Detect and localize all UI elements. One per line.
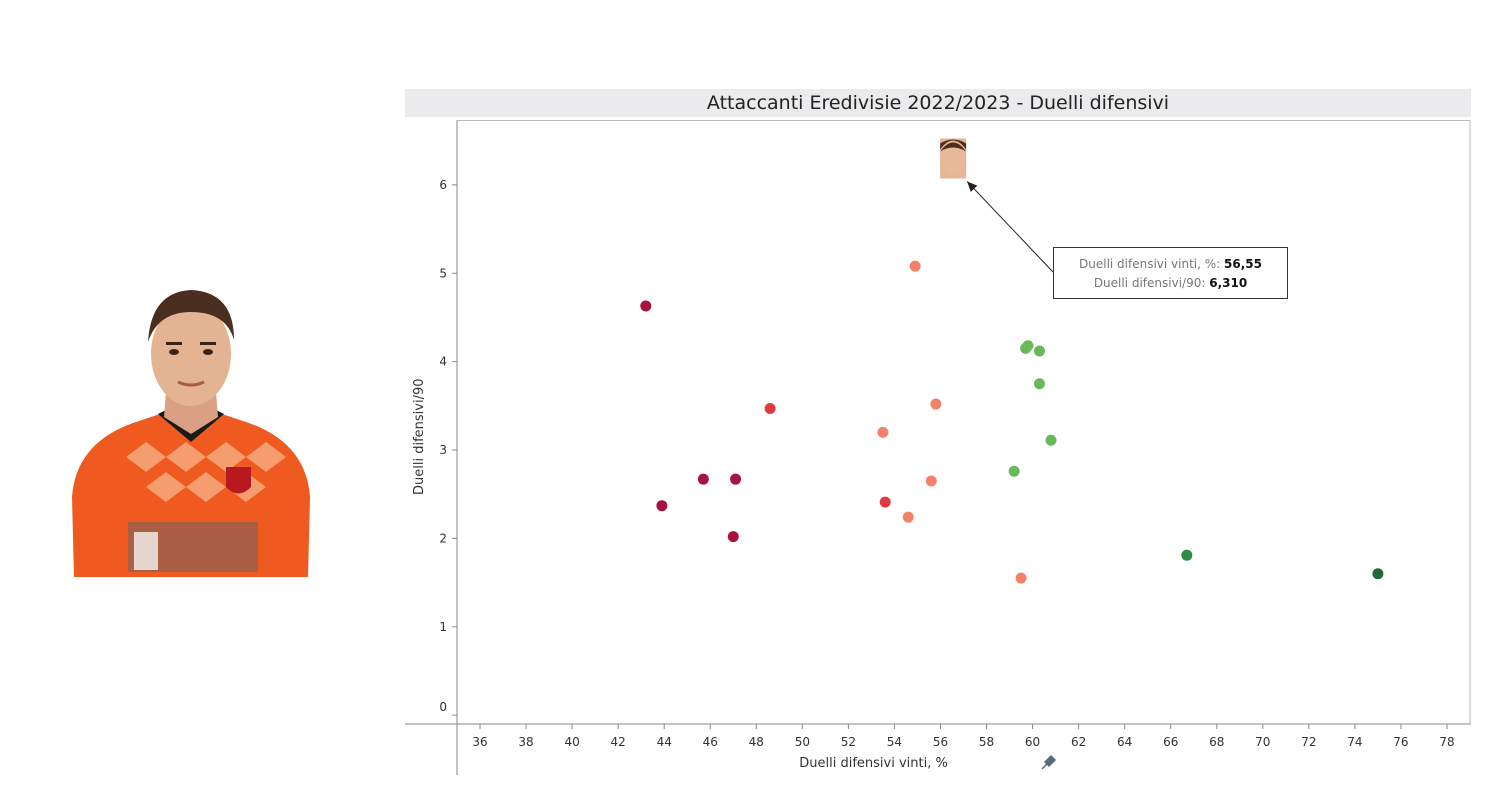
x-tick-label: 54 [887,735,902,749]
x-tick-label: 38 [518,735,533,749]
data-point [697,473,709,485]
y-tick-label: 3 [439,443,447,457]
x-tick-label: 64 [1117,735,1132,749]
data-point [640,300,652,312]
x-tick-label: 52 [841,735,856,749]
annotation-x-label: Duelli difensivi vinti, %: [1079,257,1225,271]
player-photo [66,282,316,577]
x-tick-label: 40 [564,735,579,749]
data-point [1033,345,1045,357]
highlight-face [942,144,965,175]
data-point [909,260,921,272]
y-tick-label: 1 [439,620,447,634]
x-tick-label: 44 [657,735,672,749]
data-point [727,531,739,543]
data-point [1181,549,1193,561]
data-point [879,496,891,508]
highlight-face-hair-top [940,142,967,152]
data-point [1045,434,1057,446]
data-point [930,398,942,410]
x-tick-label: 42 [611,735,626,749]
y-axis: 0 1 2 3 4 5 6 [439,178,457,716]
annotation-x-value: 56,55 [1224,257,1262,271]
x-tick-label: 76 [1393,735,1408,749]
data-point [1372,568,1384,580]
data-point [1033,378,1045,390]
data-point [902,511,914,523]
x-tick-label: 58 [979,735,994,749]
x-tick-label: 56 [933,735,948,749]
highlight-marker [940,138,1054,273]
y-tick-label: 4 [439,355,447,369]
x-tick-label: 72 [1301,735,1316,749]
x-tick-label: 48 [749,735,764,749]
annotation-arrowhead [967,181,978,192]
y-tick-label: 5 [439,266,447,280]
annotation-y-label: Duelli difensivi/90: [1093,276,1210,290]
highlight-face-hair [940,139,967,150]
plot-frame [405,120,1471,775]
data-point [1015,572,1027,584]
y-tick-label: 6 [439,178,447,192]
data-point [764,402,776,414]
data-point [656,500,668,512]
x-axis-title: Duelli difensivi vinti, % [799,756,948,771]
x-tick-label: 70 [1255,735,1270,749]
value-annotation: Duelli difensivi vinti, %: 56,55 Duelli … [1053,247,1288,299]
x-tick-label: 68 [1209,735,1224,749]
x-axis: 36 38 40 42 44 46 48 50 52 54 56 58 60 62 64 66 68 70 72 74… [472,724,1455,749]
data-point [925,475,937,487]
chart-title: Attaccanti Eredivisie 2022/2023 - Duelli… [405,89,1471,117]
chart-title-text: Attaccanti Eredivisie 2022/2023 - Duelli… [706,92,1170,114]
scatter-chart: 36 38 40 42 44 46 48 50 52 54 56 58 60 62 64 66 68 70 72 74… [405,120,1471,775]
x-tick-label: 62 [1071,735,1086,749]
pin-icon[interactable] [1041,754,1057,770]
x-tick-label: 36 [472,735,487,749]
data-point [1022,340,1034,352]
data-point [877,426,889,438]
x-tick-label: 74 [1347,735,1362,749]
x-tick-label: 78 [1439,735,1454,749]
y-tick-label: 0 [439,700,447,714]
x-tick-label: 66 [1163,735,1178,749]
x-tick-label: 46 [703,735,718,749]
data-points [640,260,1384,584]
data-point [1008,465,1020,477]
x-tick-label: 60 [1025,735,1040,749]
data-point [730,473,742,485]
annotation-arrow [966,181,1054,273]
x-tick-label: 50 [795,735,810,749]
y-tick-label: 2 [439,531,447,545]
annotation-y-value: 6,310 [1209,276,1248,290]
y-axis-title: Duelli difensivi/90 [412,378,427,495]
